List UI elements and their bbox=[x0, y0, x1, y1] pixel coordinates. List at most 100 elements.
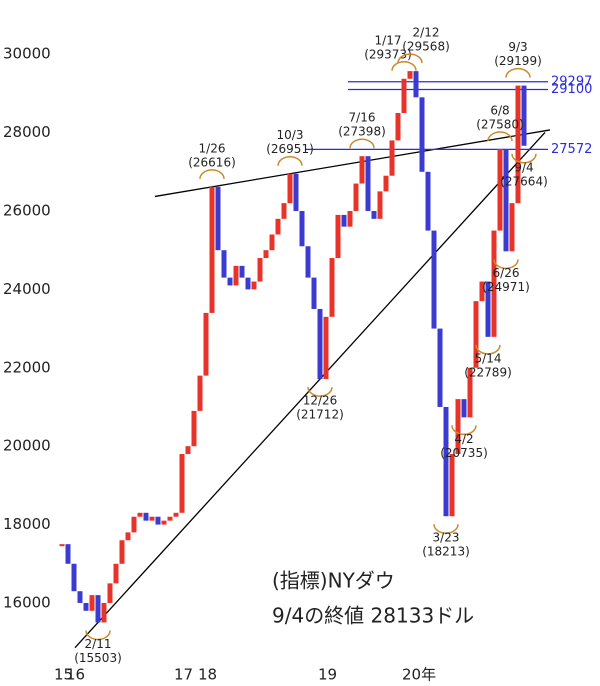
x-tick-label: 17 bbox=[174, 666, 193, 684]
trend-line bbox=[74, 131, 546, 649]
candle bbox=[275, 218, 281, 235]
candle bbox=[257, 258, 263, 282]
candle bbox=[245, 277, 251, 290]
candle bbox=[479, 281, 485, 302]
candle bbox=[401, 78, 407, 113]
candle bbox=[389, 140, 395, 176]
candle bbox=[131, 516, 137, 533]
candle bbox=[173, 512, 179, 517]
annotation-value: (15503) bbox=[74, 651, 122, 665]
highlight-arc bbox=[277, 155, 303, 166]
candle bbox=[467, 367, 473, 418]
y-tick-label: 20000 bbox=[3, 437, 51, 455]
candle bbox=[287, 173, 293, 204]
candle bbox=[125, 532, 131, 541]
candle bbox=[323, 316, 329, 380]
candle bbox=[95, 595, 101, 623]
annotation-date: 5/14 bbox=[475, 351, 502, 365]
annotation-date: 4/2 bbox=[454, 432, 473, 446]
candle bbox=[227, 277, 233, 286]
candle bbox=[473, 301, 479, 368]
candle bbox=[155, 516, 161, 525]
candle bbox=[233, 265, 239, 286]
annotation-value: (29568) bbox=[402, 40, 450, 54]
candle bbox=[509, 203, 515, 252]
y-tick-label: 28000 bbox=[3, 123, 51, 141]
annotation-date: 1/17 bbox=[375, 33, 402, 47]
highlight-arc bbox=[433, 524, 459, 534]
annotation-value: (26951) bbox=[266, 142, 314, 156]
candle bbox=[137, 512, 143, 517]
highlight-arc bbox=[307, 386, 333, 397]
y-tick-label: 22000 bbox=[3, 358, 51, 376]
annotation-value: (29199) bbox=[494, 54, 542, 68]
candle bbox=[263, 250, 269, 259]
annotation-value: (26616) bbox=[188, 155, 236, 169]
candle bbox=[179, 454, 185, 513]
note-line: 9/4の終値 28133ドル bbox=[272, 604, 474, 628]
candle bbox=[101, 602, 107, 623]
candle bbox=[281, 203, 287, 219]
highlight-arc bbox=[391, 61, 417, 71]
annotation-date: 9/3 bbox=[508, 40, 527, 54]
candle bbox=[215, 186, 221, 251]
candle bbox=[317, 308, 323, 380]
annotation-value: (20735) bbox=[440, 446, 488, 460]
annotation-date: 6/26 bbox=[493, 266, 520, 280]
candle bbox=[293, 173, 299, 211]
candle bbox=[353, 183, 359, 211]
reference-label: 29100 bbox=[551, 82, 592, 97]
candle bbox=[413, 71, 419, 98]
y-tick-label: 26000 bbox=[3, 201, 51, 219]
annotation-value: (22789) bbox=[464, 365, 512, 379]
candle bbox=[77, 591, 83, 603]
candle bbox=[377, 191, 383, 219]
candle bbox=[143, 512, 149, 521]
candle bbox=[191, 410, 197, 447]
candle bbox=[203, 312, 209, 376]
candle bbox=[461, 399, 467, 418]
candle bbox=[425, 171, 431, 231]
highlight-arc bbox=[451, 425, 477, 436]
annotation-value: (27398) bbox=[338, 125, 386, 139]
note-line: (指標)NYダウ bbox=[272, 569, 395, 593]
y-tick-label: 18000 bbox=[3, 515, 51, 533]
candle bbox=[395, 112, 401, 141]
candle bbox=[497, 149, 503, 231]
candle bbox=[383, 175, 389, 192]
annotation-date: 9/4 bbox=[514, 160, 533, 174]
candle bbox=[239, 265, 245, 278]
candle bbox=[371, 210, 377, 219]
annotation-value: (18213) bbox=[422, 545, 470, 559]
highlight-arc bbox=[475, 344, 501, 355]
highlight-arc bbox=[349, 138, 375, 149]
candle bbox=[491, 230, 497, 337]
highlight-arc bbox=[85, 630, 111, 641]
candle bbox=[455, 399, 461, 455]
candle bbox=[335, 214, 341, 259]
annotation-value: (24971) bbox=[482, 280, 530, 294]
candle bbox=[119, 540, 125, 564]
annotation-date: 12/26 bbox=[303, 394, 338, 408]
annotation-value: (27664) bbox=[500, 174, 548, 188]
candle bbox=[107, 583, 113, 603]
annotation-date: 1/26 bbox=[199, 141, 226, 155]
candle bbox=[515, 85, 521, 204]
highlight-arc bbox=[199, 169, 225, 179]
candle bbox=[209, 186, 215, 313]
y-tick-label: 16000 bbox=[3, 593, 51, 611]
candle bbox=[65, 544, 71, 564]
highlight-arc bbox=[505, 67, 531, 78]
candle bbox=[149, 516, 155, 521]
candle bbox=[329, 258, 335, 317]
candle bbox=[305, 246, 311, 278]
candle bbox=[83, 602, 89, 611]
reference-label: 27572 bbox=[551, 142, 592, 157]
y-tick-label: 24000 bbox=[3, 280, 51, 298]
annotation-value: (27580) bbox=[476, 118, 524, 132]
annotation-date: 10/3 bbox=[277, 128, 304, 142]
annotation-date: 2/12 bbox=[413, 26, 440, 40]
candle bbox=[221, 250, 227, 278]
candle bbox=[269, 234, 275, 251]
